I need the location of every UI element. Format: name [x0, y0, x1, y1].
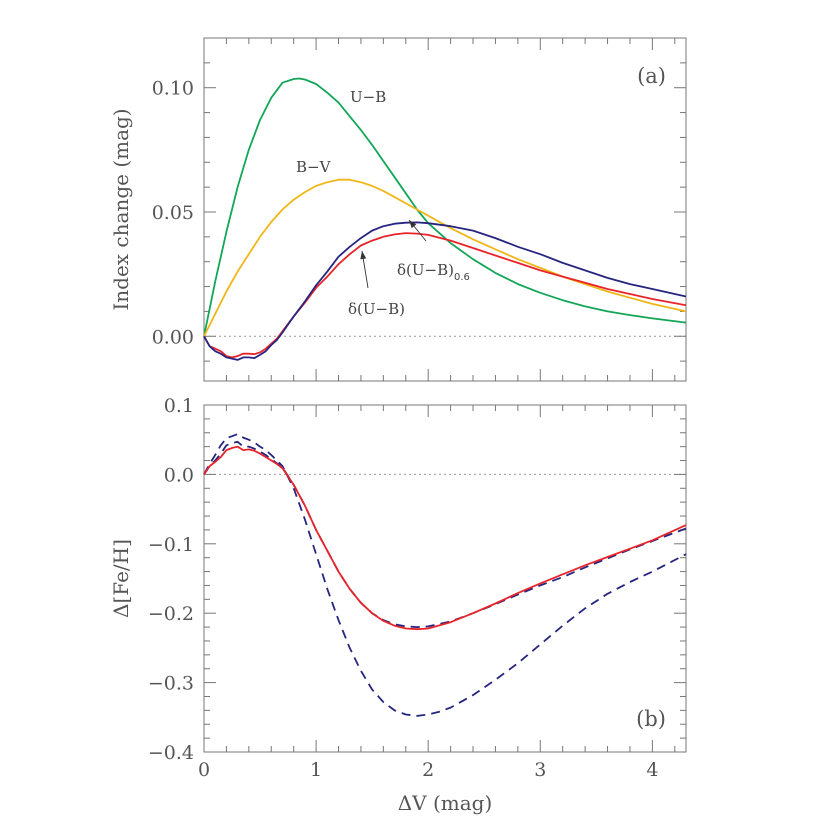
annotation-subscript: 0.6 [454, 272, 470, 283]
annotation-u-b: δ(U−B) [348, 300, 405, 318]
x-tick-label: 1 [310, 759, 322, 781]
x-tick-label: 0 [198, 759, 210, 781]
series-line-shallow-dashed [203, 440, 687, 628]
y-tick-label: 0.05 [152, 202, 194, 224]
y-tick-label: −0.3 [148, 673, 194, 695]
annotation-b-v: B−V [296, 158, 332, 176]
series-line-u-b [203, 232, 687, 359]
y-axis-label: Index change (mag) [109, 108, 133, 310]
y-tick-label: −0.2 [148, 603, 194, 625]
annotation-u-b-0-6: δ(U−B)0.6 [397, 261, 470, 283]
annotation-arrowhead [360, 251, 367, 260]
panel-b: 0 1 2 3 4 −0.4 −0.3 −0.2 −0.1 0.0 0.1 Δ[Fe/H] (b) [109, 395, 687, 781]
series-line-solid [203, 445, 687, 631]
y-tick-label: −0.1 [148, 534, 194, 556]
plot-frame [203, 404, 687, 753]
panel-a: 0.00 0.05 0.10 Index change (mag) (a) U−B B−V δ… [109, 37, 687, 382]
plot-frame [203, 37, 687, 382]
y-tick-label: −0.4 [148, 742, 194, 764]
x-axis-label: ΔV (mag) [398, 791, 493, 815]
x-tick-label: 2 [422, 759, 434, 781]
series-line-u-b [203, 77, 687, 337]
panel-label: (b) [636, 707, 666, 731]
series-line-deep-dashed [203, 433, 687, 717]
annotation-u-b: U−B [350, 88, 386, 106]
y-tick-label: 0.0 [164, 464, 194, 486]
panel-label: (a) [637, 64, 666, 88]
y-tick-label: 0.00 [152, 326, 194, 348]
y-tick-label: 0.1 [164, 395, 194, 417]
x-tick-label: 3 [534, 759, 546, 781]
series-line-u-b-0-6 [203, 221, 687, 361]
y-tick-label: 0.10 [152, 78, 194, 100]
x-tick-label: 4 [646, 759, 658, 781]
y-axis-label: Δ[Fe/H] [109, 539, 133, 618]
annotation-arrowhead [409, 220, 417, 229]
